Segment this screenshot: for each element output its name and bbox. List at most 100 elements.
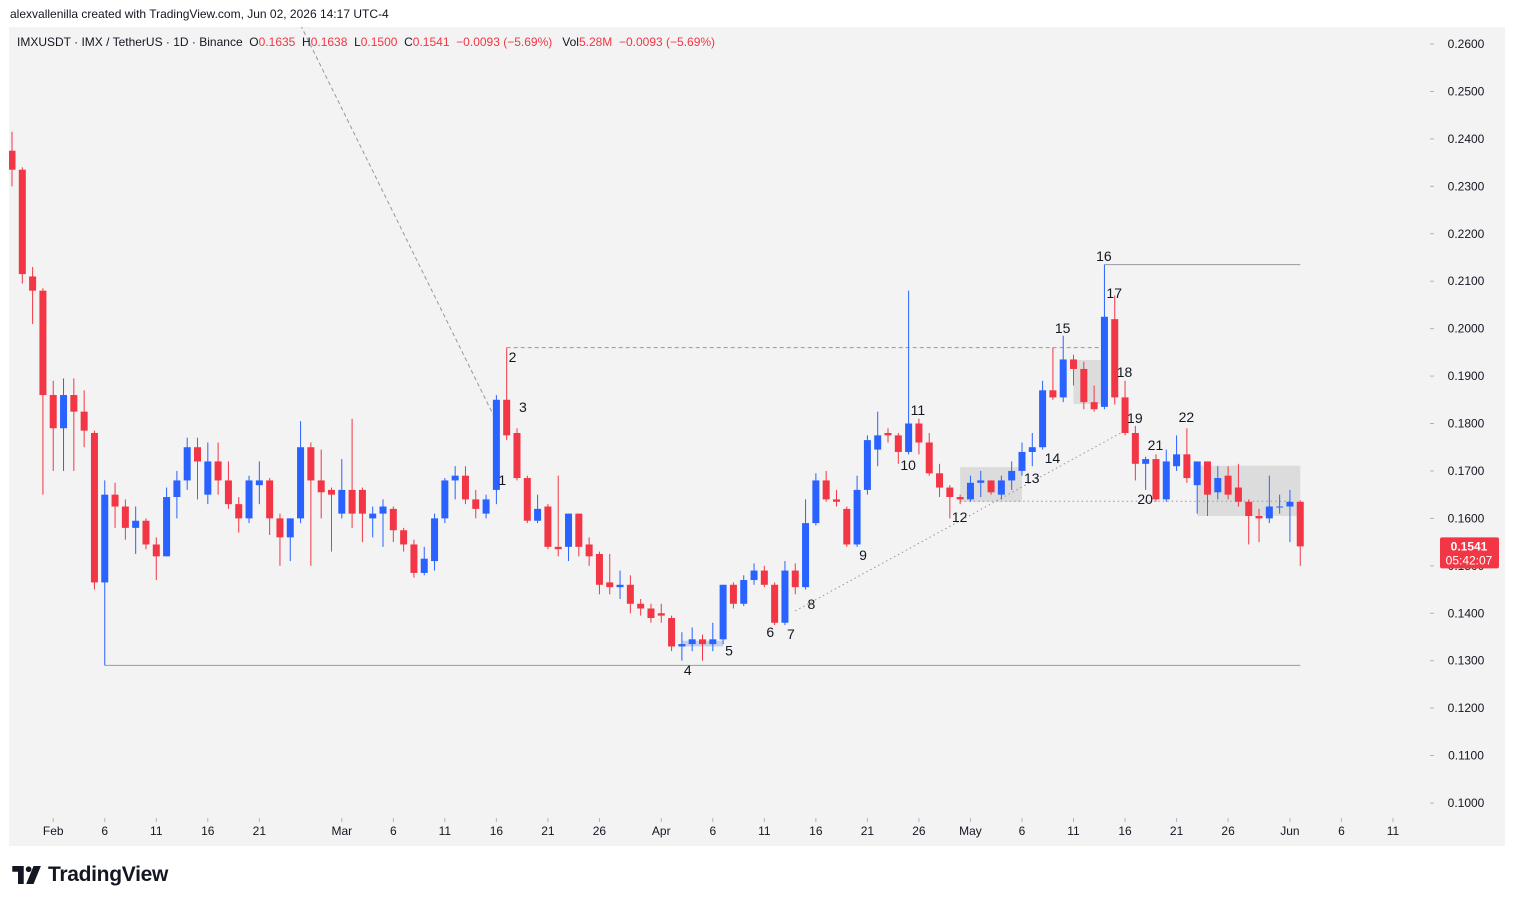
annotation: 12 [952, 509, 968, 525]
candle-body [152, 544, 160, 557]
annotation: 10 [900, 457, 916, 473]
candle-body [894, 435, 902, 452]
ohlc-key: O [249, 35, 259, 49]
y-tick-label: 0.2400 [1448, 132, 1485, 146]
ohlc-value: 0.1541 [412, 35, 450, 49]
legend: IMXUSDT · IMX / TetherUS · 1D · Binance … [17, 35, 715, 49]
candle-body [472, 499, 480, 509]
candle-body [626, 584, 634, 604]
candle-body [956, 497, 964, 500]
candle-body [1296, 501, 1304, 547]
annotation: 17 [1106, 285, 1122, 301]
candle-body [884, 432, 892, 436]
x-tick-label: 11 [439, 824, 452, 838]
x-tick-label: 26 [1221, 824, 1235, 838]
candle-body [1265, 506, 1273, 519]
candle-body [853, 489, 861, 545]
candle-body [1059, 359, 1067, 398]
candle-body [987, 480, 995, 493]
candle-body [358, 489, 366, 514]
candle-body [451, 475, 459, 481]
x-tick-label: 6 [1338, 824, 1345, 838]
y-tick-label: 0.1800 [1448, 417, 1485, 431]
x-tick-label: 21 [541, 824, 555, 838]
annotation: 18 [1117, 364, 1133, 380]
last-price-box [1440, 537, 1499, 569]
candle-body [90, 432, 98, 583]
candle-body [729, 584, 737, 604]
candle-body [575, 513, 583, 547]
candle-body [966, 482, 974, 500]
candle-body [925, 442, 933, 474]
x-tick-label: 16 [201, 824, 215, 838]
candle-body [389, 508, 397, 531]
annotation: 22 [1179, 409, 1195, 425]
candle-body [719, 584, 727, 640]
candle-body [1152, 459, 1160, 500]
candle-body [977, 480, 985, 483]
footer: TradingView [12, 863, 168, 887]
candle-body [111, 494, 119, 507]
volume-change: −0.0093 (−5.69%) [618, 35, 716, 49]
y-tick-label: 0.1000 [1448, 796, 1485, 810]
brand: TradingView [48, 863, 169, 886]
annotation: 3 [519, 399, 527, 415]
candle-body [740, 580, 748, 604]
x-tick-label: 16 [490, 824, 504, 838]
annotation: 9 [859, 547, 867, 563]
x-tick-label: 26 [912, 824, 926, 838]
candle-body [276, 518, 284, 538]
candle-body [1111, 319, 1119, 398]
candle-body [327, 489, 335, 495]
annotation: 7 [787, 626, 795, 642]
candle-body [49, 395, 57, 429]
candle-body [142, 520, 150, 545]
candle-body [286, 518, 294, 538]
x-tick-label: 6 [101, 824, 108, 838]
candle-body [379, 506, 387, 514]
candle-body [544, 506, 552, 547]
box [1073, 359, 1105, 405]
x-tick-label: 6 [390, 824, 397, 838]
candle-body [565, 513, 573, 547]
y-tick-label: 0.1400 [1448, 606, 1485, 620]
candle-body [637, 603, 645, 609]
ohlc-key: L [354, 35, 361, 49]
candle-body [1049, 390, 1057, 398]
x-tick-label: 21 [253, 824, 267, 838]
candle-body [1039, 390, 1047, 448]
x-tick-label: 11 [1067, 824, 1080, 838]
ohlc-value: 0.1635 [258, 35, 296, 49]
x-tick-label: Jun [1280, 824, 1299, 838]
candle-body [163, 497, 171, 557]
candle-body [194, 447, 202, 462]
candle-body [307, 447, 315, 481]
candle-body [1131, 432, 1139, 464]
x-tick-label: 16 [809, 824, 823, 838]
candle-body [606, 582, 614, 588]
annotation: 5 [725, 642, 733, 658]
y-tick-label: 0.2200 [1448, 227, 1485, 241]
x-tick-label: 21 [861, 824, 875, 838]
candle-body [1183, 454, 1191, 479]
annotation: 1 [498, 472, 506, 488]
candle-body [224, 480, 232, 505]
candle-body [400, 530, 408, 545]
annotation: 15 [1055, 320, 1071, 336]
ohlc-value: 0.1500 [360, 35, 398, 49]
candle-body [699, 639, 706, 645]
candle-body [18, 169, 26, 275]
candle-body [534, 508, 542, 521]
candle-body [1276, 506, 1284, 508]
x-tick-label: Mar [331, 824, 352, 838]
y-tick-label: 0.2600 [1448, 37, 1485, 51]
x-tick-label: Apr [652, 824, 671, 838]
candle-body [492, 399, 500, 490]
candle-body [668, 617, 676, 647]
x-tick-label: 26 [593, 824, 607, 838]
candle-body [245, 480, 253, 519]
candle-body [1008, 470, 1016, 481]
y-tick-label: 0.2000 [1448, 322, 1485, 336]
